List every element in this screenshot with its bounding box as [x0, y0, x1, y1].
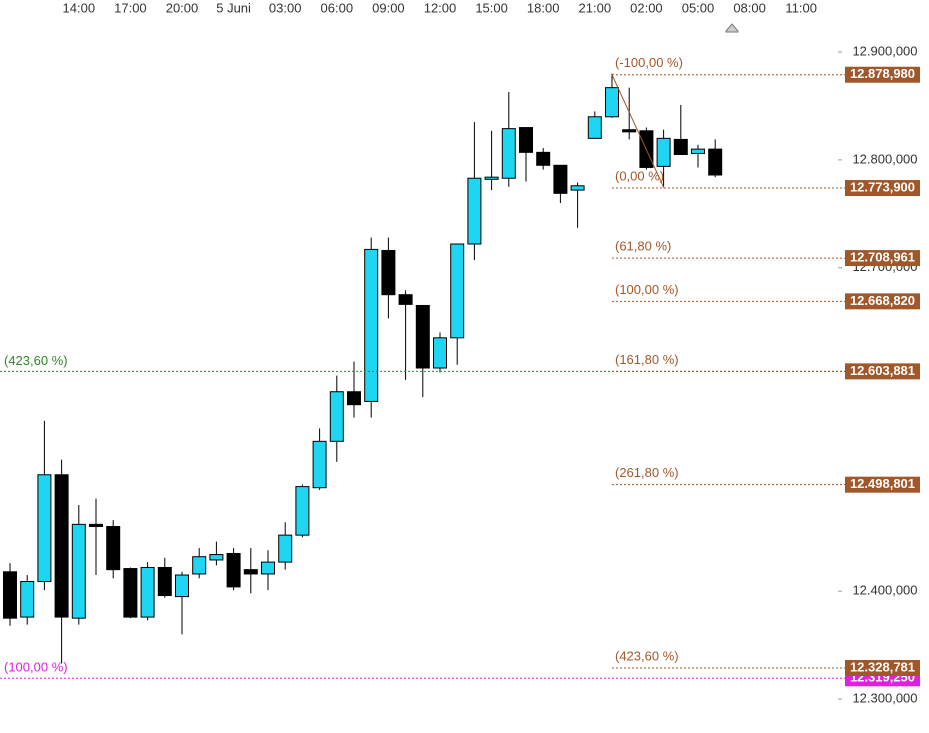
candle-body — [89, 523, 103, 528]
scroll-marker[interactable] — [725, 23, 739, 33]
fib-label: (161,80 %) — [615, 352, 679, 367]
price-badge — [845, 660, 920, 677]
fib-label: (261,80 %) — [615, 465, 679, 480]
candle-body — [278, 534, 293, 563]
candle-body — [226, 552, 241, 588]
candle-body — [106, 526, 121, 571]
candle-body — [54, 474, 69, 618]
candle-body — [519, 127, 533, 153]
x-tick-label: 03:00 — [269, 0, 302, 15]
candle-body — [398, 294, 413, 305]
price-badge-label: 12.708,961 — [850, 250, 915, 265]
candle-body — [381, 249, 396, 296]
price-badge — [845, 476, 920, 493]
candle-body — [553, 164, 568, 194]
candle-body — [329, 391, 344, 442]
x-tick-label: 18:00 — [527, 0, 560, 15]
candle-body — [622, 129, 637, 133]
x-tick-label: 14:00 — [63, 0, 96, 15]
x-tick-label: 5 Juni — [216, 0, 251, 15]
candle-body — [295, 486, 310, 536]
y-tick-label: 12.300,000 — [852, 690, 917, 705]
candle-body — [691, 148, 705, 154]
candle-body — [20, 581, 35, 618]
candle-body — [71, 523, 86, 619]
fib-label: (100,00 %) — [615, 282, 679, 297]
candle-body — [192, 556, 207, 575]
x-tick-label: 06:00 — [321, 0, 354, 15]
candle-body — [570, 185, 585, 191]
candle-body — [501, 128, 516, 179]
price-badge-label: 12.773,900 — [850, 179, 915, 194]
x-tick-label: 12:00 — [424, 0, 457, 15]
x-tick-label: 08:00 — [733, 0, 766, 15]
x-tick-label: 05:00 — [682, 0, 715, 15]
candle-body — [261, 561, 275, 575]
candle-body — [347, 391, 361, 406]
candle-body — [708, 148, 723, 176]
candle-body — [312, 440, 327, 489]
candle-body — [209, 554, 224, 561]
candle-body — [3, 571, 17, 619]
candle-body — [243, 569, 258, 575]
y-tick-label: 12.800,000 — [852, 151, 917, 166]
candle-body — [536, 151, 551, 166]
candle-body — [415, 304, 430, 369]
fib-label: (423,60 %) — [615, 648, 679, 663]
price-badge — [845, 363, 920, 380]
fib-trend-line — [611, 74, 665, 189]
candle-body — [157, 566, 172, 597]
x-tick-label: 20:00 — [166, 0, 199, 15]
candle-body — [450, 243, 465, 339]
candle-body — [364, 248, 379, 402]
candle-body — [140, 566, 155, 618]
price-badge-label: 12.668,820 — [850, 293, 915, 308]
price-badge-label: 12.603,881 — [850, 363, 915, 378]
y-tick-label: 12.400,000 — [852, 583, 917, 598]
candle-body — [123, 568, 138, 618]
x-tick-label: 02:00 — [630, 0, 663, 15]
candle-body — [37, 474, 52, 583]
candle-body — [587, 116, 602, 139]
y-tick-label: 12.900,000 — [852, 44, 917, 59]
x-tick-label: 15:00 — [475, 0, 508, 15]
price-badge-label: 12.328,781 — [850, 659, 915, 674]
x-tick-label: 11:00 — [785, 0, 817, 15]
candle-body — [605, 87, 619, 118]
candle-body — [484, 176, 499, 180]
fib-label: (0,00 %) — [615, 168, 664, 183]
price-badge — [845, 66, 920, 83]
price-badge-label: 12.498,801 — [850, 476, 915, 491]
price-badge-label: 12.878,980 — [850, 66, 915, 81]
price-badge — [845, 250, 920, 267]
x-tick-label: 17:00 — [114, 0, 147, 15]
x-tick-label: 09:00 — [372, 0, 405, 15]
candle-body — [433, 337, 447, 369]
candle-body — [673, 138, 688, 156]
x-tick-label: 21:00 — [579, 0, 612, 15]
candle-body — [467, 177, 482, 245]
price-badge — [845, 180, 920, 197]
extension-label: (100,00 %) — [4, 660, 68, 675]
extension-label: (423,60 %) — [4, 353, 68, 368]
candle-body — [175, 574, 189, 598]
price-badge — [845, 293, 920, 310]
fib-label: (61,80 %) — [615, 239, 671, 254]
fib-label: (-100,00 %) — [615, 55, 683, 70]
candle-body — [656, 137, 671, 167]
